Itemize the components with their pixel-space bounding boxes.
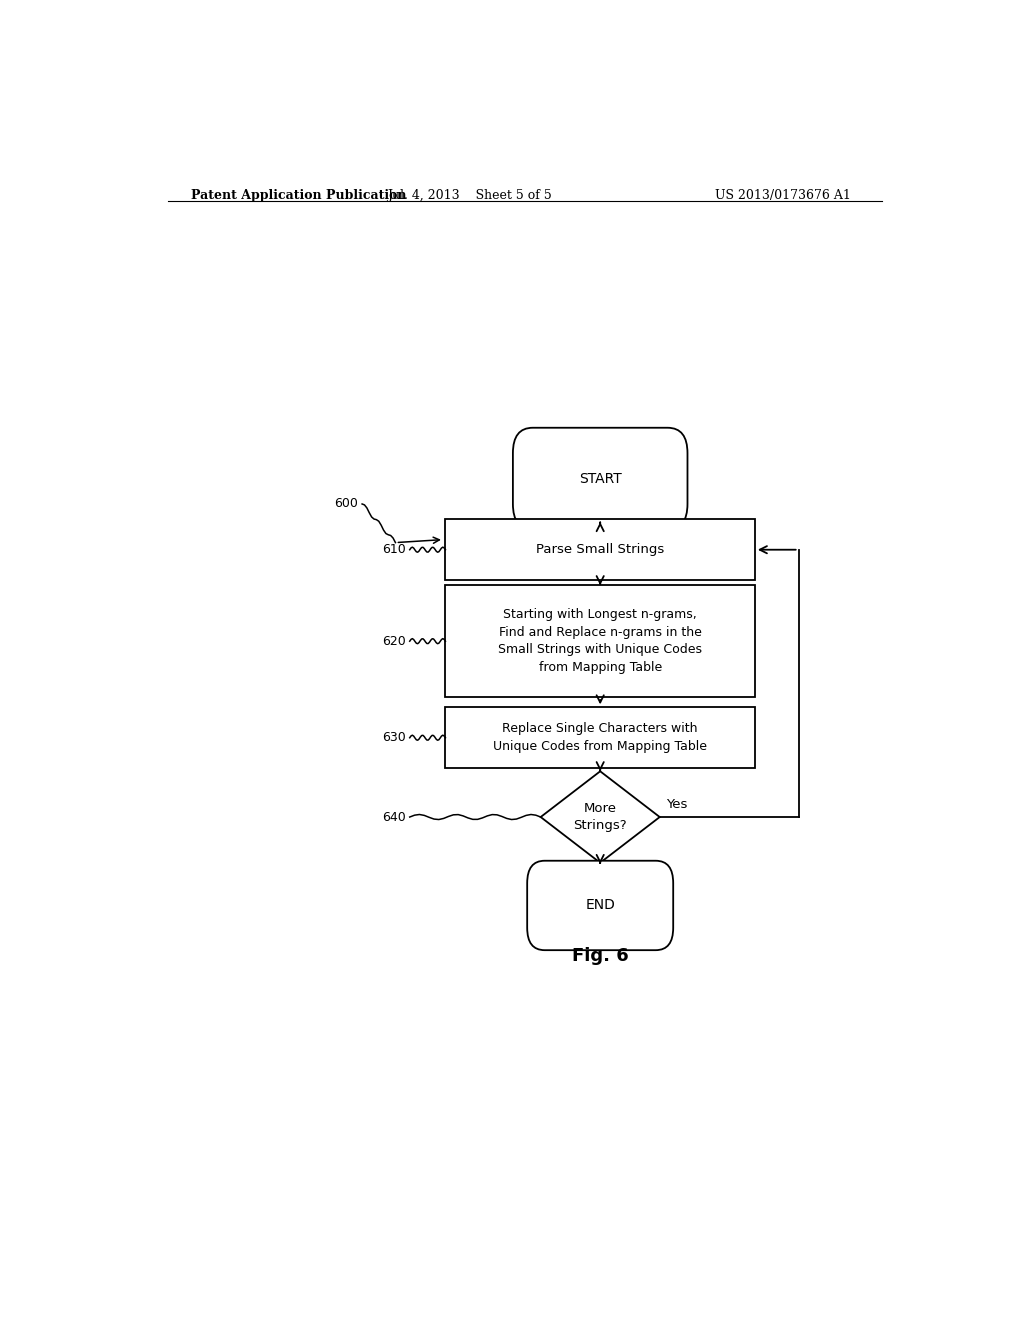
Text: Yes: Yes xyxy=(666,799,687,812)
Text: 600: 600 xyxy=(334,498,358,511)
Text: No: No xyxy=(609,875,630,887)
Text: US 2013/0173676 A1: US 2013/0173676 A1 xyxy=(715,189,851,202)
Bar xyxy=(445,519,755,581)
Text: Fig. 6: Fig. 6 xyxy=(571,948,629,965)
Text: 610: 610 xyxy=(382,544,406,556)
Text: Starting with Longest n-grams,
Find and Replace n-grams in the
Small Strings wit: Starting with Longest n-grams, Find and … xyxy=(499,609,702,675)
Text: Patent Application Publication: Patent Application Publication xyxy=(191,189,407,202)
Text: Jul. 4, 2013    Sheet 5 of 5: Jul. 4, 2013 Sheet 5 of 5 xyxy=(387,189,552,202)
Bar xyxy=(445,585,755,697)
Text: 620: 620 xyxy=(382,635,406,648)
FancyBboxPatch shape xyxy=(513,428,687,529)
Text: Parse Small Strings: Parse Small Strings xyxy=(537,544,665,556)
FancyBboxPatch shape xyxy=(527,861,673,950)
Bar xyxy=(445,708,755,768)
Text: Replace Single Characters with
Unique Codes from Mapping Table: Replace Single Characters with Unique Co… xyxy=(494,722,708,752)
Text: START: START xyxy=(579,471,622,486)
Text: 630: 630 xyxy=(382,731,406,744)
Polygon shape xyxy=(541,771,659,863)
Text: END: END xyxy=(586,899,615,912)
Text: 640: 640 xyxy=(382,810,406,824)
Text: More
Strings?: More Strings? xyxy=(573,803,627,832)
